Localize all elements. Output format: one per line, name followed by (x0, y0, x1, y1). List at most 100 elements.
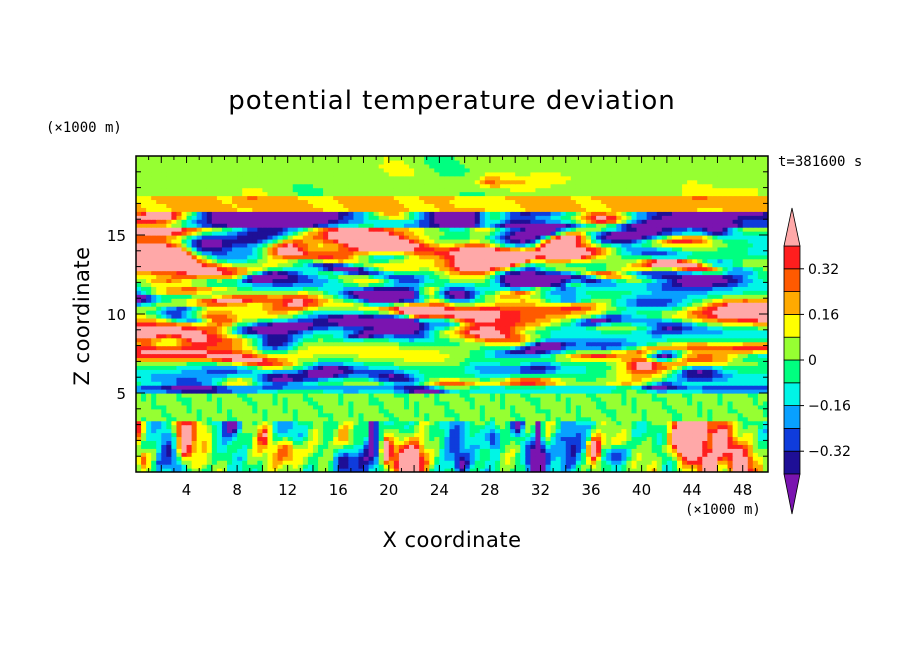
field-cell (242, 369, 248, 374)
field-cell (424, 464, 430, 469)
field-cell (419, 440, 425, 445)
field-cell (651, 369, 658, 374)
field-cell (580, 377, 587, 382)
field-cell (338, 404, 344, 410)
field-cell (247, 381, 253, 386)
field-cell (444, 464, 451, 469)
field-cell (575, 420, 582, 426)
field-cell (651, 416, 658, 422)
field-cell (752, 420, 759, 426)
field-cell (191, 329, 198, 335)
field-cell (707, 420, 713, 426)
field-cell (242, 345, 248, 351)
field-cell (484, 329, 491, 335)
field-cell (611, 452, 617, 457)
field-cell (737, 400, 744, 406)
field-cell (424, 373, 430, 378)
field-cell (429, 424, 435, 430)
field-cell (388, 396, 395, 402)
field-cell (550, 389, 557, 394)
field-cell (166, 349, 172, 355)
field-cell (363, 468, 370, 472)
field-cell (262, 424, 269, 430)
field-cell (752, 396, 759, 402)
field-cell (737, 317, 744, 323)
field-cell (323, 357, 329, 362)
field-cell (707, 396, 713, 402)
field-cell (545, 468, 552, 472)
field-cell (555, 365, 562, 370)
field-cell (414, 373, 420, 378)
field-cell (682, 369, 688, 374)
field-cell (247, 369, 253, 374)
field-cell (328, 432, 334, 438)
field-cell (227, 432, 233, 438)
field-cell (737, 321, 744, 327)
field-cell (479, 329, 486, 335)
field-cell (287, 396, 294, 402)
field-cell (419, 377, 425, 382)
field-cell (530, 349, 537, 355)
field-cell (221, 436, 228, 441)
field-cell (343, 400, 349, 406)
field-cell (252, 456, 258, 461)
field-cell (393, 444, 400, 449)
field-cell (267, 317, 274, 323)
field-cell (474, 444, 481, 449)
field-cell (747, 341, 754, 347)
field-cell (227, 400, 233, 406)
field-cell (363, 464, 370, 469)
field-cell (671, 329, 678, 335)
field-cell (591, 464, 597, 469)
field-cell (297, 361, 304, 366)
field-cell (641, 337, 648, 343)
field-cell (439, 404, 446, 410)
field-cell (702, 412, 708, 418)
field-cell (596, 444, 602, 449)
field-cell (171, 412, 178, 418)
field-cell (419, 373, 425, 378)
field-cell (252, 400, 258, 406)
field-cell (474, 353, 481, 359)
field-cell (358, 452, 365, 457)
field-cell (161, 412, 167, 418)
field-cell (267, 436, 274, 441)
field-cell (494, 412, 501, 418)
field-cell (242, 428, 248, 434)
field-cell (682, 440, 688, 445)
field-cell (383, 321, 390, 327)
field-cell (692, 456, 698, 461)
field-cell (459, 400, 466, 406)
field-cell (601, 456, 607, 461)
field-cell (479, 452, 486, 457)
field-cell (136, 353, 142, 359)
field-cell (257, 377, 263, 382)
field-cell (692, 349, 698, 355)
field-cell (646, 416, 653, 422)
field-cell (646, 353, 653, 359)
field-cell (520, 452, 526, 457)
field-cell (530, 456, 537, 461)
field-cell (409, 365, 415, 370)
field-cell (318, 317, 324, 323)
field-cell (747, 329, 754, 335)
field-cell (656, 365, 663, 370)
field-cell (631, 389, 638, 394)
field-cell (601, 448, 607, 453)
field-cell (383, 416, 390, 422)
field-cell (545, 444, 552, 449)
field-cell (449, 408, 456, 414)
field-cell (459, 385, 466, 390)
field-cell (535, 381, 542, 386)
field-cell (585, 341, 592, 347)
field-cell (722, 460, 729, 465)
field-cell (429, 460, 435, 465)
field-cell (146, 440, 152, 445)
field-cell (661, 337, 668, 343)
field-cell (242, 389, 248, 394)
field-cell (414, 468, 420, 472)
field-cell (747, 381, 754, 386)
field-cell (146, 337, 152, 343)
field-cell (510, 385, 516, 390)
field-cell (636, 381, 643, 386)
